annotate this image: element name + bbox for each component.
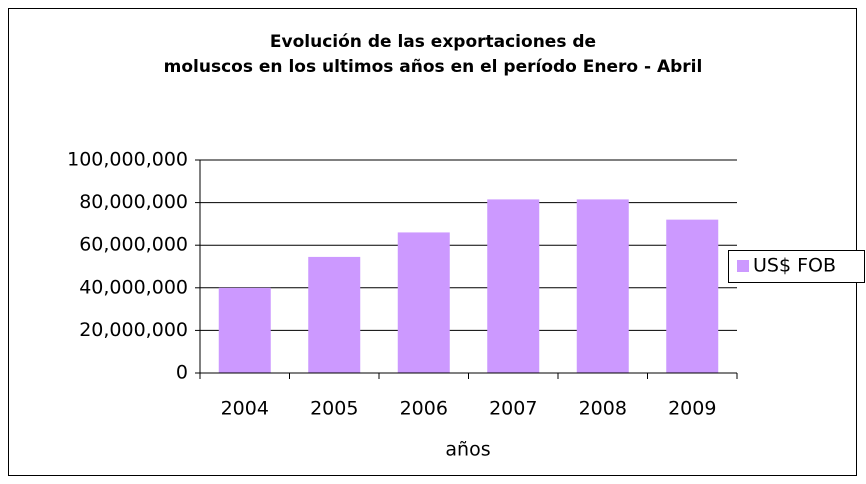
y-tick-label: 40,000,000 [79, 276, 188, 298]
x-tick-label: 2009 [668, 398, 716, 420]
x-axis-label: años [445, 439, 490, 461]
x-tick-label: 2008 [579, 398, 627, 420]
legend-box [728, 250, 865, 283]
x-tick-label: 2004 [221, 398, 269, 420]
bar [397, 232, 450, 373]
y-tick-label: 0 [176, 362, 188, 384]
x-tick-label: 2005 [310, 398, 358, 420]
y-tick-label: 80,000,000 [79, 191, 188, 213]
x-tick-label: 2007 [489, 398, 537, 420]
bar [576, 199, 629, 373]
y-tick-label: 100,000,000 [67, 149, 188, 171]
bar [308, 256, 361, 373]
bar [666, 219, 719, 373]
y-tick-label: 20,000,000 [79, 319, 188, 341]
chart-title: moluscos en los ultimos años en el perío… [164, 57, 703, 77]
bar [218, 287, 271, 373]
x-tick-label: 2006 [400, 398, 448, 420]
chart-title: Evolución de las exportaciones de [270, 32, 596, 52]
legend-swatch [737, 260, 749, 272]
legend-label: US$ FOB [753, 255, 836, 277]
bar [487, 199, 540, 373]
y-tick-label: 60,000,000 [79, 234, 188, 256]
